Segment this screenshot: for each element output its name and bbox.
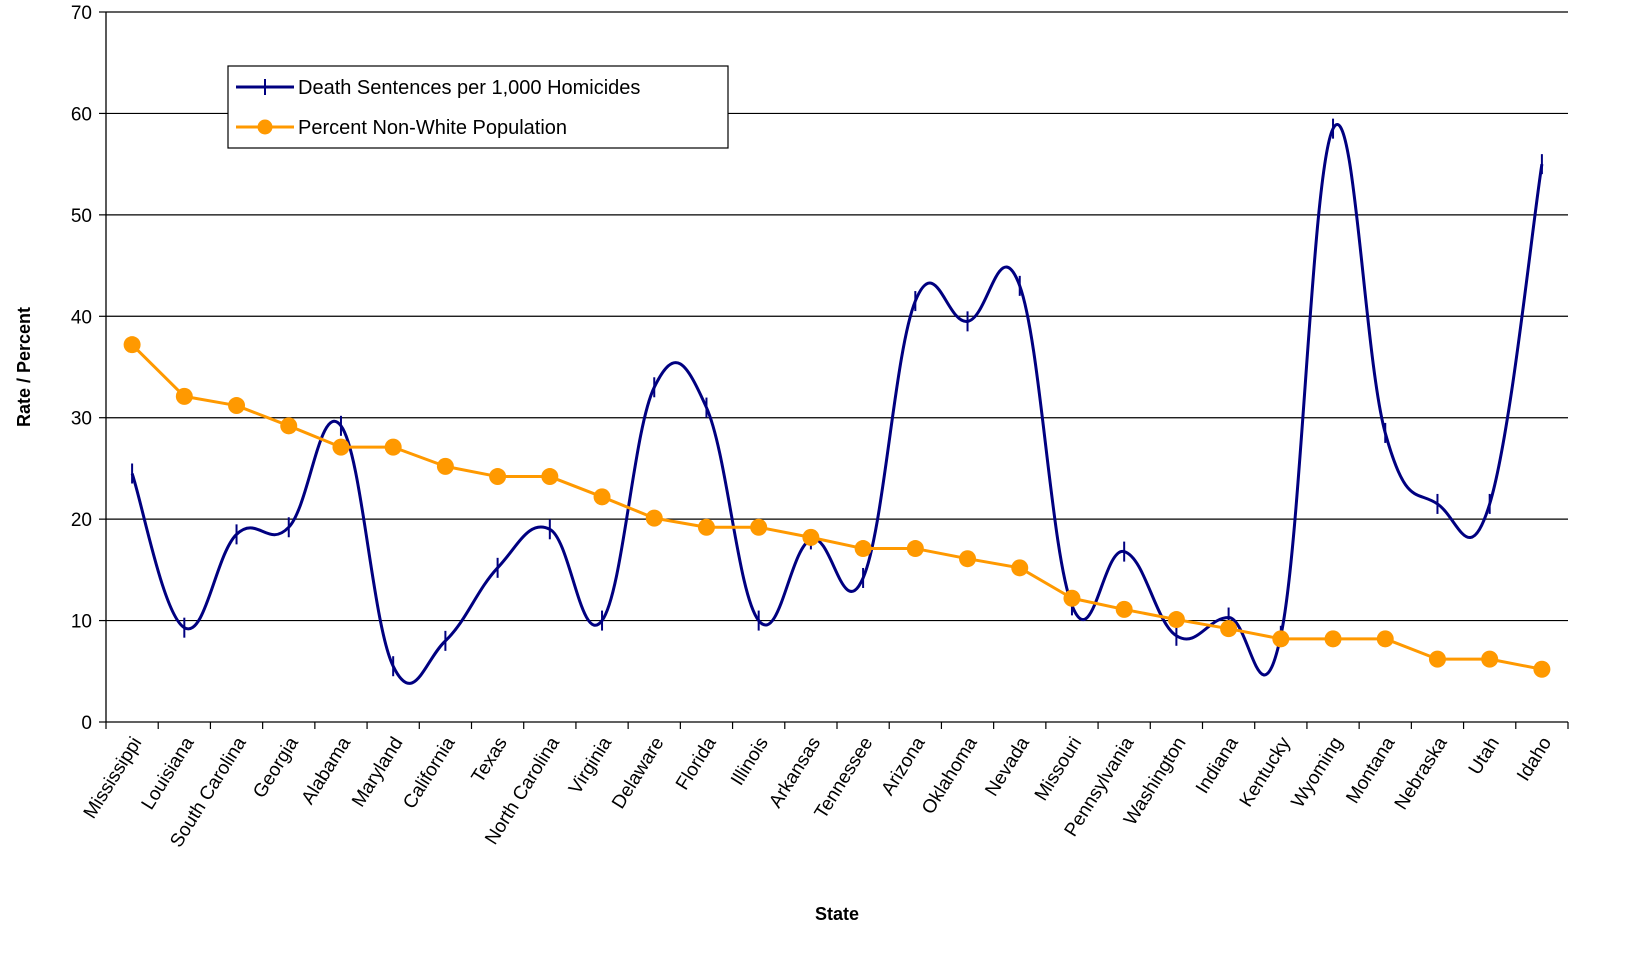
data-point [1063,589,1081,607]
x-tick-label: Delaware [608,734,668,813]
x-tick-label: California [399,733,460,813]
data-point [175,387,193,405]
data-point [280,417,298,435]
legend: Death Sentences per 1,000 Homicides Perc… [227,65,729,149]
data-point [1324,630,1342,648]
x-tick-label: Montana [1342,733,1399,807]
x-tick-label: Nebraska [1391,733,1452,813]
x-tick-label: Georgia [249,733,303,802]
y-tick-label: 20 [71,510,92,531]
x-tick-label: Alabama [298,733,356,808]
data-point [1272,630,1290,648]
data-point [1220,620,1238,638]
y-tick-label: 30 [71,409,92,430]
series-line-non-white-population [131,343,1543,671]
legend-marker-circle [257,119,273,135]
data-point [1376,630,1394,648]
data-point [1167,611,1185,629]
y-tick-label: 0 [81,713,92,734]
data-point [959,550,977,568]
legend-label-death-sentences: Death Sentences per 1,000 Homicides [298,77,640,99]
y-tick-label: 10 [71,612,92,633]
data-point [593,488,611,506]
x-tick-label: Kentucky [1236,733,1295,811]
data-point [489,468,507,486]
data-point [697,518,715,536]
data-point [854,540,872,558]
data-point [1481,650,1499,668]
series-area [123,118,1551,685]
x-tick-label: Florida [672,733,721,794]
y-tick-label: 40 [71,307,92,328]
legend-item-death-sentences: Death Sentences per 1,000 Homicides [236,77,640,99]
data-point [123,336,141,354]
x-tick-label: Mississippi [80,734,146,823]
data-point [750,518,768,536]
y-tick-label: 50 [71,206,92,227]
x-tick-label: Illinois [727,734,773,790]
x-tick-label: Arizona [878,733,930,799]
x-tick-label: Nevada [981,733,1034,800]
data-point [645,509,663,527]
x-tick-label: Arkansas [765,734,825,812]
data-point [802,528,820,546]
data-point [1428,650,1446,668]
x-tick-label: Indiana [1192,733,1243,797]
legend-box [227,65,729,149]
legend-label-non-white-population: Percent Non-White Population [298,117,567,139]
data-point [541,468,559,486]
data-point [1533,660,1551,678]
x-tick-label: Maryland [348,734,407,811]
data-point [436,457,454,475]
series-non-white-population [123,336,1551,678]
data-point [1011,559,1029,577]
x-tick-label: Texas [468,734,512,787]
series-line-death-sentences [130,123,1544,685]
x-tick-label: Utah [1465,734,1504,779]
x-tick-label: Wyoming [1288,734,1348,812]
x-tick-label: Missouri [1031,734,1086,805]
legend-item-non-white-population: Percent Non-White Population [236,117,567,139]
x-tick-label: Virginia [565,733,616,798]
data-point [906,540,924,558]
x-axis-title: State [815,904,859,924]
data-point [228,397,246,415]
data-point [1115,600,1133,618]
data-point [332,438,350,456]
data-point [384,438,402,456]
x-tick-label: Idaho [1513,734,1556,785]
y-tick-label: 60 [71,104,92,125]
y-tick-label: 70 [71,3,92,24]
series-death-sentences [130,118,1544,685]
y-axis-title: Rate / Percent [14,307,34,427]
